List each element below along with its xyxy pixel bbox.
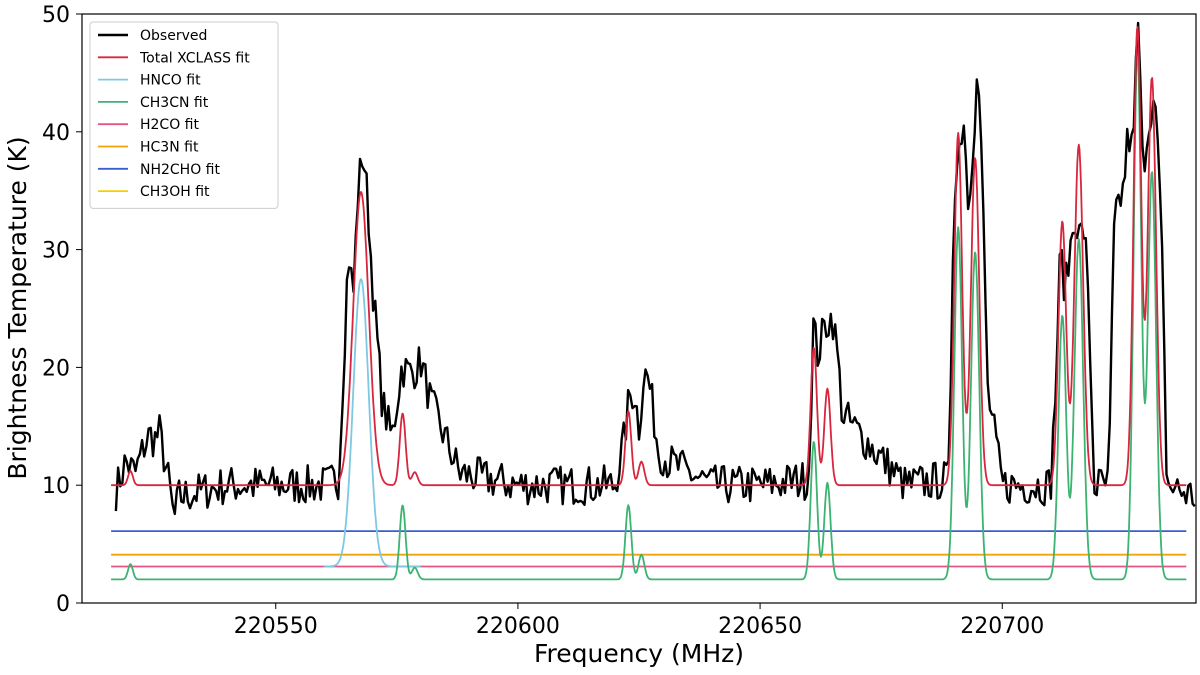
series-line-observed	[114, 21, 1196, 516]
y-tick-label: 50	[42, 3, 70, 28]
legend-label: HNCO fit	[140, 73, 201, 89]
series-line-total-xclass-fit	[110, 26, 1187, 487]
plot-frame	[81, 13, 1197, 604]
legend-label: Total XCLASS fit	[139, 50, 250, 66]
series-layer	[110, 21, 1196, 581]
legend-label: NH2CHO fit	[140, 162, 220, 178]
x-tick-label: 220600	[476, 614, 560, 639]
y-tick-label: 0	[56, 592, 70, 617]
series-line-hnco-fit	[324, 278, 421, 568]
x-axis-label: Frequency (MHz)	[534, 639, 744, 668]
x-tick-label: 220650	[718, 614, 802, 639]
y-tick-label: 30	[42, 239, 70, 264]
legend-box	[89, 21, 279, 209]
legend-label: HC3N fit	[140, 140, 199, 156]
legend: Observed Total XCLASS fit HNCO fit CH3CN fi…	[89, 21, 279, 209]
y-axis: 0 10 20 30 40 50	[42, 3, 82, 617]
y-tick-label: 10	[42, 474, 70, 499]
y-axis-label: Brightness Temperature (K)	[3, 136, 32, 479]
legend-label: Observed	[140, 28, 207, 44]
x-tick-label: 220550	[234, 614, 318, 639]
legend-label: H2CO fit	[140, 117, 199, 133]
y-tick-label: 20	[42, 356, 70, 381]
legend-label: CH3CN fit	[140, 95, 209, 111]
x-axis: 220550 220600 220650 220700	[234, 603, 1044, 639]
y-tick-label: 40	[42, 121, 70, 146]
legend-label: CH3OH fit	[140, 184, 210, 200]
series-line-ch3cn-fit	[110, 49, 1187, 581]
x-tick-label: 220700	[960, 614, 1044, 639]
